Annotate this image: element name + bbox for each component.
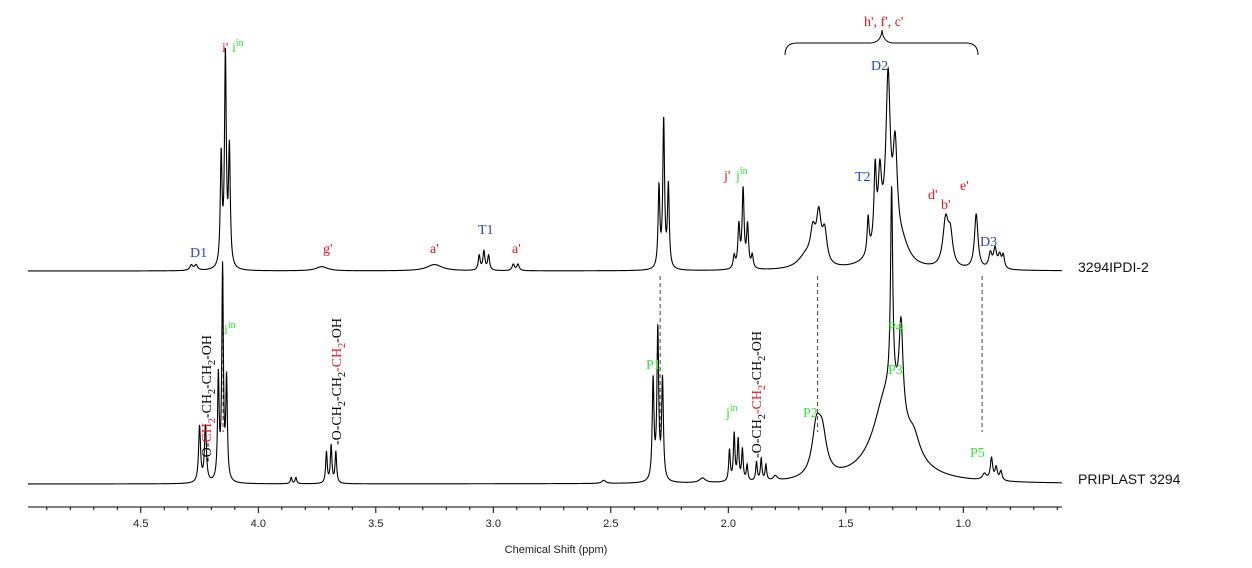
peak-label-jprime: j'	[723, 169, 730, 184]
x-tick-label: 2.5	[603, 518, 618, 530]
peak-label-iin_bot: iin	[224, 320, 236, 338]
peak-label-D3: D3	[980, 235, 997, 250]
peak-label-T2: T2	[855, 170, 871, 185]
sample-label-PRIPLAST-3294: PRIPLAST 3294	[1078, 471, 1181, 487]
formula-label-formula3: -O-CH2-CH2-CH2-OH	[750, 331, 768, 458]
peak-label-jin_bot: jin	[725, 403, 738, 421]
peak-label-D2: D2	[871, 59, 888, 74]
x-tick-label: 1.0	[956, 518, 971, 530]
bracket-hfe	[784, 29, 979, 56]
spectrum-3294IPDI-2	[28, 47, 1062, 272]
peak-label-P5: P5	[970, 446, 985, 461]
x-tick-label: 3.0	[486, 518, 501, 530]
peak-label-T1: T1	[478, 223, 494, 238]
peak-label-iprime: i'	[222, 41, 228, 56]
sample-label-3294IPDI-2: 3294IPDI-2	[1078, 259, 1149, 275]
peak-label-aprime2: a'	[512, 242, 521, 257]
x-axis: 4.5 4.0 3.5 3.0 2.5 2.0 1.5 1.0 Chemical Shift …	[28, 506, 1062, 556]
peak-label-jin_top: jin	[735, 166, 748, 184]
x-tick-label: 4.5	[133, 518, 148, 530]
x-tick-label: 4.0	[251, 518, 266, 530]
peak-label-bprime: b'	[941, 198, 951, 213]
peak-label-eprime: e'	[960, 179, 969, 194]
peak-label-P1: P1	[646, 358, 661, 373]
spectrum-PRIPLAST-3294	[28, 186, 1062, 485]
peak-label-gprime: g'	[323, 242, 333, 257]
peak-label-hfe: h', f', c'	[864, 15, 903, 30]
formula-label-formula2: -O-CH2-CH2-CH2-OH	[330, 318, 348, 445]
peak-label-P4: P4	[888, 320, 903, 335]
formula-label-formula1: -O-CH2-CH2-CH2-OH	[200, 335, 218, 462]
peak-label-D1: D1	[190, 246, 207, 261]
x-axis-ticks: 4.5 4.0 3.5 3.0 2.5 2.0 1.5 1.0	[46, 507, 1058, 530]
peak-labels: i' iin D1 g' a' T1 a' j' jin h', f', c' D2 T2 d'b' e'…	[190, 15, 997, 462]
x-tick-label: 3.5	[368, 518, 383, 530]
peak-label-aprime1: a'	[430, 242, 439, 257]
peak-label-dprime: d'	[928, 188, 938, 203]
peak-label-P2: P2	[803, 406, 818, 421]
x-tick-label: 2.0	[721, 518, 736, 530]
peak-label-P3: P3	[888, 363, 903, 378]
x-axis-title: Chemical Shift (ppm)	[505, 544, 608, 556]
x-tick-label: 1.5	[838, 518, 853, 530]
peak-label-iin_top: iin	[232, 38, 244, 56]
